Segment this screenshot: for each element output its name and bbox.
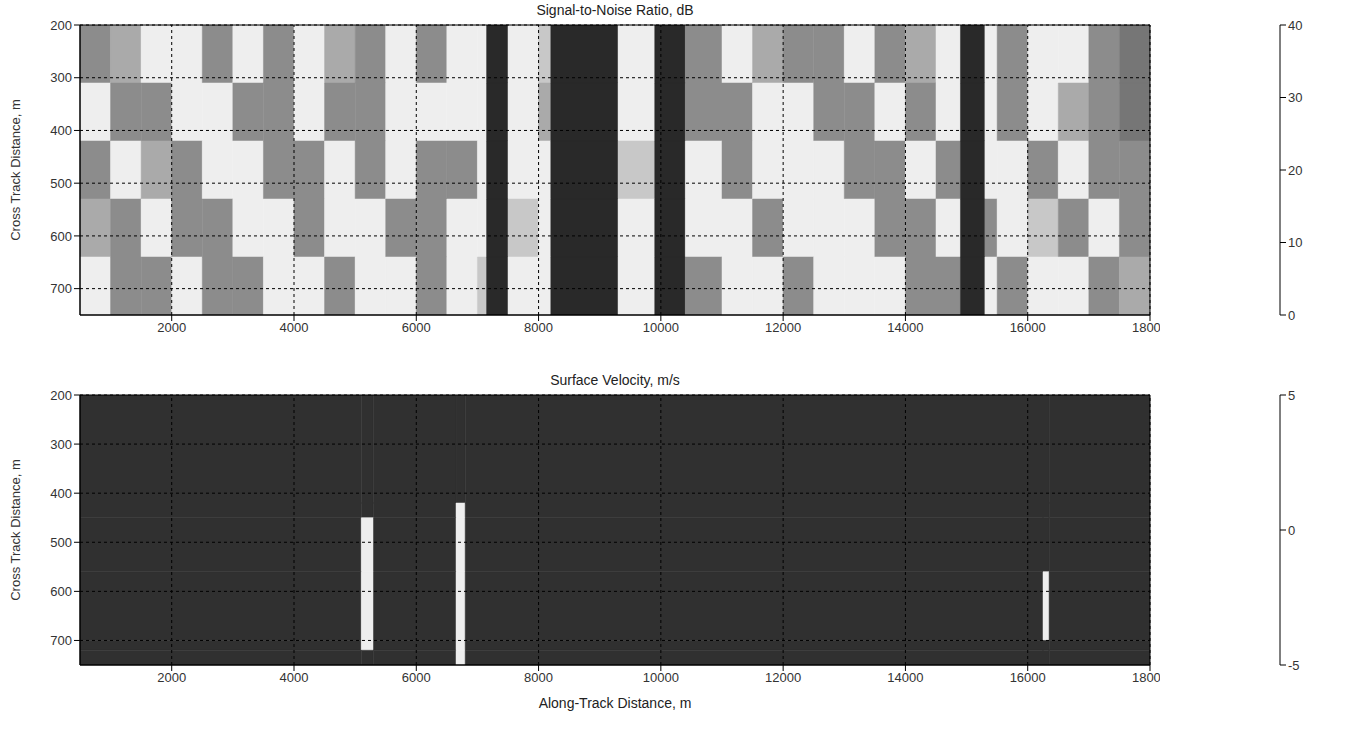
svg-text:500: 500 bbox=[50, 176, 72, 191]
svg-text:14000: 14000 bbox=[887, 670, 923, 685]
html-text:Signal-to-Noise Ratio, dB: Signal-to-Noise Ratio, dB bbox=[536, 2, 694, 18]
svg-text:12000: 12000 bbox=[765, 670, 801, 685]
svg-text:8000: 8000 bbox=[524, 320, 553, 335]
svg-text:Cross Track Distance, m: Cross Track Distance, m bbox=[8, 99, 23, 241]
svg-text:5: 5 bbox=[1288, 390, 1295, 403]
svg-text:8000: 8000 bbox=[524, 670, 553, 685]
svg-text:10000: 10000 bbox=[643, 320, 679, 335]
svg-text:600: 600 bbox=[50, 584, 72, 599]
svg-text:0: 0 bbox=[1288, 308, 1295, 323]
svg-text:300: 300 bbox=[50, 70, 72, 85]
svg-text:30: 30 bbox=[1288, 90, 1302, 105]
svg-text:0: 0 bbox=[1288, 523, 1295, 538]
svg-text:2000: 2000 bbox=[157, 670, 186, 685]
svg-text:10: 10 bbox=[1288, 235, 1302, 250]
svg-text:-5: -5 bbox=[1288, 658, 1300, 673]
svg-text:6000: 6000 bbox=[402, 320, 431, 335]
svg-text:16000: 16000 bbox=[1010, 320, 1046, 335]
svg-text:40: 40 bbox=[1288, 20, 1302, 33]
svg-text:600: 600 bbox=[50, 229, 72, 244]
svg-text:400: 400 bbox=[50, 486, 72, 501]
svg-text:18000: 18000 bbox=[1132, 320, 1160, 335]
svg-text:200: 200 bbox=[50, 20, 72, 33]
svg-text:14000: 14000 bbox=[887, 320, 923, 335]
svg-text:6000: 6000 bbox=[402, 670, 431, 685]
svg-text:200: 200 bbox=[50, 390, 72, 403]
svg-text:700: 700 bbox=[50, 281, 72, 296]
svg-text:700: 700 bbox=[50, 633, 72, 648]
svg-text:12000: 12000 bbox=[765, 320, 801, 335]
svg-text:16000: 16000 bbox=[1010, 670, 1046, 685]
svg-text:20: 20 bbox=[1288, 163, 1302, 178]
svg-text:300: 300 bbox=[50, 437, 72, 452]
html-text:Along-Track Distance, m: Along-Track Distance, m bbox=[538, 695, 692, 711]
svg-text:4000: 4000 bbox=[280, 320, 309, 335]
svg-text:18000: 18000 bbox=[1132, 670, 1160, 685]
svg-text:Cross Track Distance, m: Cross Track Distance, m bbox=[8, 459, 23, 601]
svg-text:4000: 4000 bbox=[280, 670, 309, 685]
svg-text:10000: 10000 bbox=[643, 670, 679, 685]
html-text:Surface Velocity, m/s: Surface Velocity, m/s bbox=[550, 372, 680, 388]
svg-text:500: 500 bbox=[50, 535, 72, 550]
svg-text:2000: 2000 bbox=[157, 320, 186, 335]
svg-text:400: 400 bbox=[50, 123, 72, 138]
